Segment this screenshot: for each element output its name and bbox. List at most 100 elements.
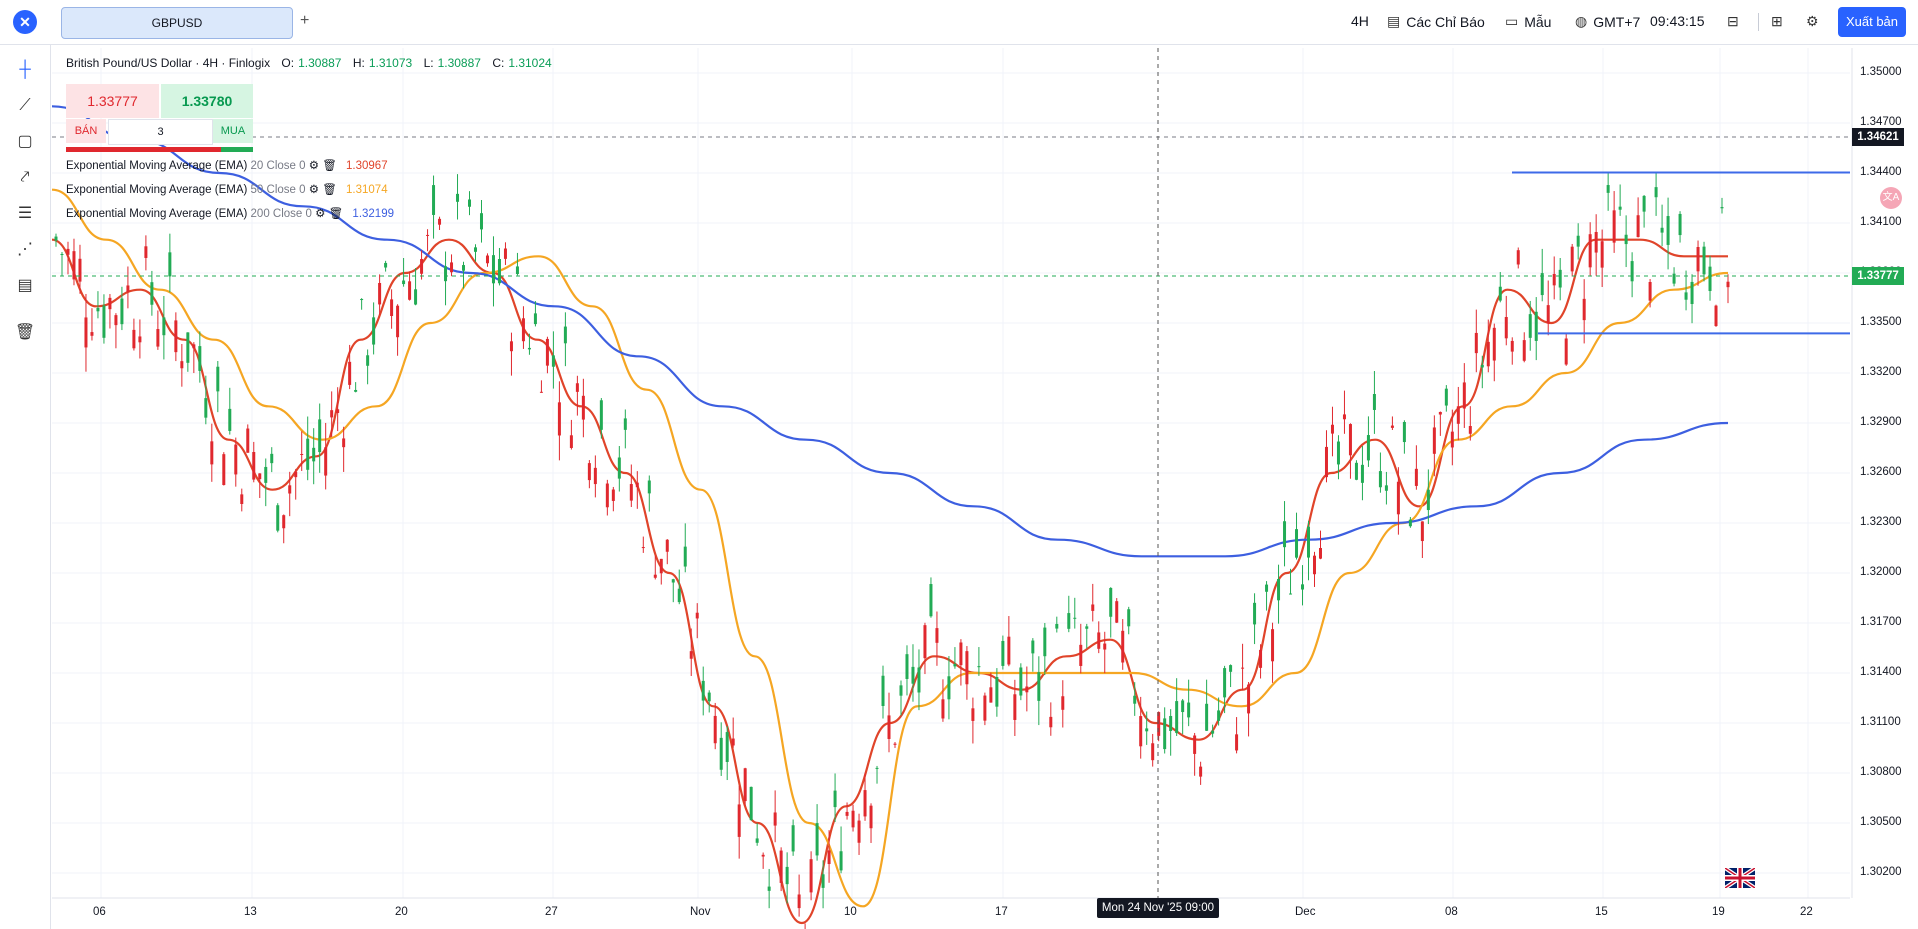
candle-body: [683, 546, 687, 567]
quantity-input[interactable]: 3: [108, 119, 213, 145]
candle-body: [1157, 712, 1161, 736]
candle-body: [360, 299, 364, 301]
candle-body: [779, 850, 783, 883]
gear-icon[interactable]: ⚙: [1806, 13, 1819, 29]
candle-body: [899, 685, 903, 696]
translate-icon[interactable]: 文A: [1880, 187, 1902, 209]
candle-body: [1307, 526, 1311, 558]
trash-icon[interactable]: 🗑: [319, 184, 337, 196]
candle-body: [1103, 643, 1107, 650]
buy-price-button[interactable]: 1.33780: [161, 84, 253, 118]
indicator-value: 1.32199: [352, 208, 394, 220]
price-badge-last: 1.34621: [1852, 128, 1904, 146]
text-note-icon[interactable]: ▤: [17, 277, 33, 294]
indicator-value: 1.30967: [346, 160, 388, 172]
candle-body: [1636, 215, 1640, 238]
candle-body: [1055, 623, 1059, 629]
trend-line-icon[interactable]: ⟋: [19, 97, 31, 114]
candle-body: [659, 558, 663, 574]
trash-icon[interactable]: 🗑: [14, 324, 36, 341]
candle-body: [1061, 696, 1065, 710]
x-tick-label: Nov: [690, 906, 711, 918]
candle-body: [1498, 286, 1502, 301]
candle-body: [1648, 281, 1652, 301]
candle-body: [575, 383, 579, 392]
candle-body: [701, 680, 705, 701]
sell-button[interactable]: BÁN: [66, 119, 106, 143]
candle-body: [1426, 489, 1430, 511]
candle-body: [294, 471, 298, 478]
trash-icon[interactable]: 🗑: [319, 160, 337, 172]
candle-body: [713, 715, 717, 744]
buy-button[interactable]: MUA: [213, 119, 253, 143]
timeframe-button[interactable]: 4H: [1351, 13, 1369, 29]
grid-layout-icon[interactable]: ⊞: [1771, 13, 1783, 29]
app-logo[interactable]: ✕: [13, 10, 37, 34]
crosshair-icon[interactable]: ┼: [19, 61, 31, 78]
candle-body: [617, 457, 621, 479]
candle-body: [1576, 235, 1580, 247]
candle-body: [1073, 617, 1077, 619]
candle-body: [785, 866, 789, 885]
candle-body: [1642, 195, 1646, 212]
candle-body: [1516, 250, 1520, 265]
indicator-ema200[interactable]: Exponential Moving Average (EMA) 200 Clo…: [66, 206, 394, 220]
close-label: C:: [492, 56, 505, 70]
candle-body: [509, 341, 513, 352]
add-tab-button[interactable]: +: [300, 12, 310, 29]
x-tick-label: 17: [995, 906, 1008, 918]
gear-icon[interactable]: ⚙: [315, 208, 326, 220]
indicator-ema50[interactable]: Exponential Moving Average (EMA) 50 Clos…: [66, 182, 388, 196]
candle-body: [390, 299, 394, 316]
sell-price-button[interactable]: 1.33777: [66, 84, 159, 118]
candle-body: [222, 454, 226, 486]
candle-body: [1241, 667, 1245, 669]
candle-body: [348, 361, 352, 385]
candle-body: [1390, 425, 1394, 428]
candle-body: [635, 482, 639, 488]
candle-body: [1612, 210, 1616, 243]
candle-body: [557, 402, 561, 436]
candle-body: [1660, 227, 1664, 233]
candle-body: [653, 574, 657, 578]
candle-body: [90, 332, 94, 336]
candle-body: [767, 886, 771, 891]
templates-icon: ▭: [1505, 13, 1519, 29]
candle-body: [941, 699, 945, 719]
timezone-button[interactable]: ◍ GMT+7: [1575, 13, 1640, 30]
gear-icon[interactable]: ⚙: [308, 160, 320, 172]
low-value: 1.30887: [437, 56, 481, 70]
y-tick-label: 1.32900: [1860, 416, 1902, 428]
candle-body: [839, 851, 843, 871]
trash-icon[interactable]: 🗑: [325, 208, 344, 220]
candle-body: [1127, 609, 1131, 627]
gear-icon[interactable]: ⚙: [308, 184, 320, 196]
publish-button[interactable]: Xuất bản: [1838, 7, 1906, 37]
symbol-legend: British Pound/US Dollar · 4H · Finlogix …: [66, 56, 552, 70]
candle-body: [959, 642, 963, 666]
y-tick-label: 1.34400: [1860, 166, 1902, 178]
templates-button[interactable]: ▭ Mẫu: [1505, 13, 1551, 30]
indicators-button[interactable]: ▤ Các Chỉ Báo: [1387, 13, 1485, 30]
candle-body: [240, 494, 244, 504]
high-value: 1.31073: [368, 56, 413, 70]
indicator-ema20[interactable]: Exponential Moving Average (EMA) 20 Clos…: [66, 158, 388, 172]
candle-body: [1217, 710, 1221, 721]
candle-body: [324, 447, 328, 476]
candle-body: [1372, 393, 1376, 410]
layout-icon[interactable]: ⊟: [1727, 13, 1739, 29]
fib-icon[interactable]: ☰: [17, 205, 33, 222]
candle-body: [869, 805, 873, 829]
rectangle-icon[interactable]: ▢: [17, 133, 33, 150]
candle-body: [611, 489, 615, 501]
candle-body: [60, 254, 64, 256]
candle-body: [366, 355, 370, 366]
gann-icon[interactable]: ⋰: [17, 241, 33, 258]
ema-line-1: [51, 188, 1729, 908]
path-icon[interactable]: ⤤: [20, 169, 30, 186]
symbol-tab[interactable]: GBPUSD: [61, 7, 293, 39]
x-tick-label: Dec: [1295, 906, 1316, 918]
candle-body: [1540, 273, 1544, 296]
candle-body: [450, 262, 454, 273]
